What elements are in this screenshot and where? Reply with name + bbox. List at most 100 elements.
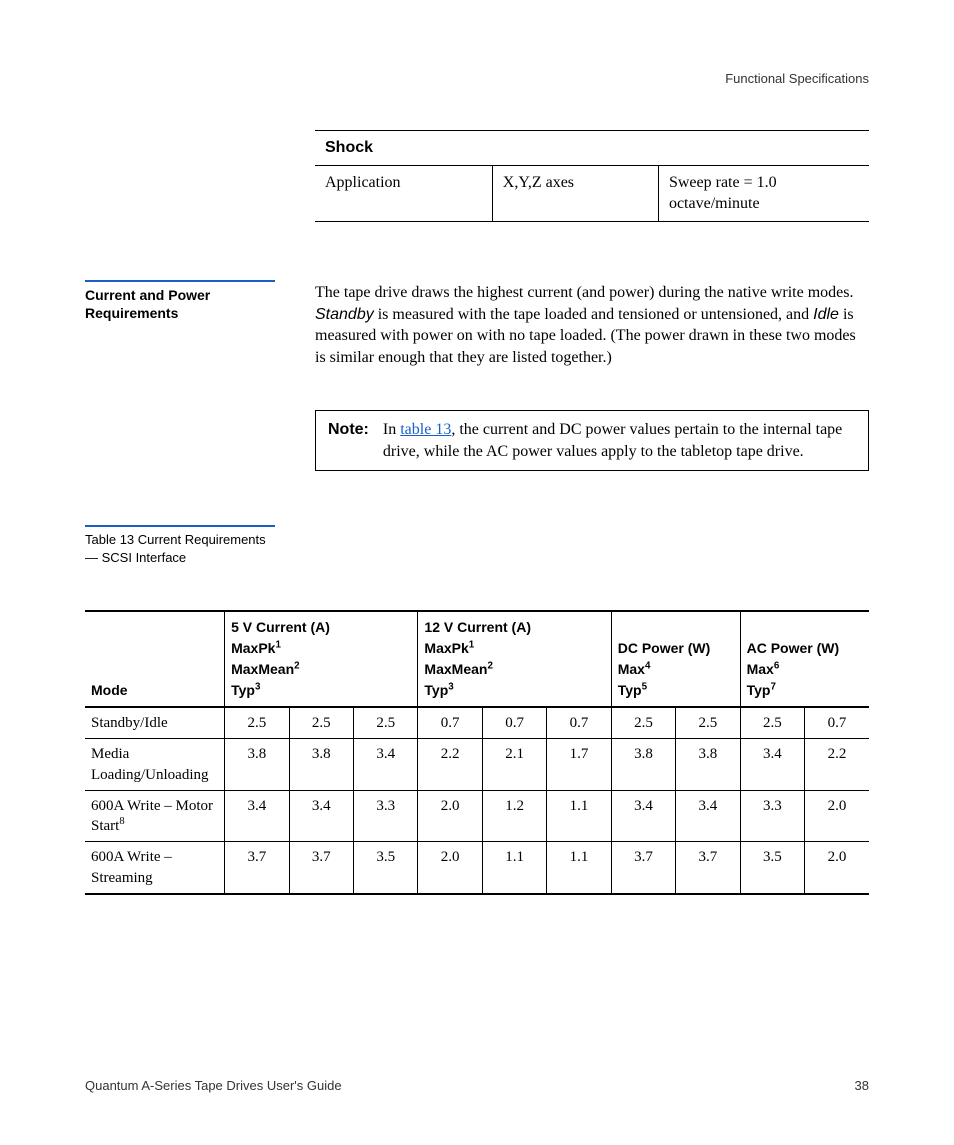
cell: 3.4 — [353, 739, 417, 791]
cell: 3.8 — [225, 739, 289, 791]
cell: 3.3 — [740, 790, 804, 842]
cell: 0.7 — [805, 707, 869, 739]
cell: 3.3 — [353, 790, 417, 842]
cell: 3.8 — [289, 739, 353, 791]
th-dc-max: Max — [618, 661, 645, 677]
cell: 1.1 — [547, 842, 611, 894]
th-12v-maxmean: MaxMean — [424, 661, 487, 677]
sup-8: 8 — [119, 816, 124, 827]
table-13-link[interactable]: table 13 — [400, 421, 451, 438]
shock-c1: Application — [315, 165, 492, 221]
table-row: Media Loading/Unloading 3.8 3.8 3.4 2.2 … — [85, 739, 869, 791]
th-mode: Mode — [85, 611, 225, 707]
cell: 2.5 — [611, 707, 675, 739]
th-12v-maxpk: MaxPk — [424, 640, 468, 656]
th-5v-typ: Typ — [231, 682, 255, 698]
sup-7: 7 — [770, 681, 775, 692]
th-5v-maxmean: MaxMean — [231, 661, 294, 677]
th-ac-typ: Typ — [747, 682, 771, 698]
cell: 3.7 — [676, 842, 740, 894]
note-box: Note: In table 13, the current and DC po… — [315, 410, 869, 471]
note-label: Note: — [328, 421, 369, 438]
shock-table: Shock Application X,Y,Z axes Sweep rate … — [315, 130, 869, 222]
cell: 3.8 — [676, 739, 740, 791]
cell: 3.4 — [225, 790, 289, 842]
th-5v-l1: 5 V Current (A) — [231, 619, 330, 635]
cell: 3.8 — [611, 739, 675, 791]
cell: 2.0 — [805, 790, 869, 842]
cell: 3.4 — [611, 790, 675, 842]
footer-title: Quantum A-Series Tape Drives User's Guid… — [85, 1078, 342, 1093]
table-caption-wrap: Table 13 Current Requirements — SCSI Int… — [85, 525, 275, 566]
cell: 2.2 — [418, 739, 482, 791]
th-12v-typ: Typ — [424, 682, 448, 698]
sup-3b: 3 — [448, 681, 453, 692]
para-t1: The tape drive draws the highest current… — [315, 284, 853, 301]
running-header: Functional Specifications — [725, 70, 869, 88]
sup-2a: 2 — [294, 660, 299, 671]
th-dc: DC Power (W) Max4 Typ5 — [611, 611, 740, 707]
cell: 2.2 — [805, 739, 869, 791]
cell: 0.7 — [547, 707, 611, 739]
cell: 2.5 — [740, 707, 804, 739]
shock-c3: Sweep rate = 1.0 octave/minute — [658, 165, 869, 221]
caption-rule — [85, 525, 275, 527]
cell: 3.4 — [289, 790, 353, 842]
table-row: 600A Write – Streaming 3.7 3.7 3.5 2.0 1… — [85, 842, 869, 894]
shock-table-wrap: Shock Application X,Y,Z axes Sweep rate … — [315, 130, 869, 222]
cell: 2.5 — [353, 707, 417, 739]
sup-1b: 1 — [469, 639, 474, 650]
th-12v: 12 V Current (A) MaxPk1 MaxMean2 Typ3 — [418, 611, 611, 707]
cell: 3.4 — [676, 790, 740, 842]
cell: 1.7 — [547, 739, 611, 791]
cell: 3.4 — [740, 739, 804, 791]
cell: 1.2 — [482, 790, 546, 842]
shock-title: Shock — [325, 139, 373, 156]
page-footer: Quantum A-Series Tape Drives User's Guid… — [85, 1077, 869, 1095]
th-mode-text: Mode — [91, 682, 128, 698]
cell: 2.5 — [676, 707, 740, 739]
th-dc-typ: Typ — [618, 682, 642, 698]
cell-mode: Media Loading/Unloading — [85, 739, 225, 791]
cell: 3.7 — [289, 842, 353, 894]
cell: 0.7 — [482, 707, 546, 739]
shock-c2: X,Y,Z axes — [492, 165, 658, 221]
table-row: 600A Write – Motor Start8 3.4 3.4 3.3 2.… — [85, 790, 869, 842]
cell: 1.1 — [547, 790, 611, 842]
cell: 2.0 — [418, 790, 482, 842]
table-caption: Table 13 Current Requirements — SCSI Int… — [85, 531, 275, 566]
th-ac: AC Power (W) Max6 Typ7 — [740, 611, 869, 707]
sup-4: 4 — [645, 660, 650, 671]
note-post: , the current and DC power values pertai… — [383, 421, 842, 460]
page-number: 38 — [855, 1077, 869, 1095]
th-12v-l1: 12 V Current (A) — [424, 619, 531, 635]
cell: 3.7 — [225, 842, 289, 894]
th-dc-l1: DC Power (W) — [618, 640, 711, 656]
cell-mode: 600A Write – Streaming — [85, 842, 225, 894]
side-heading: Current and Power Requirements — [85, 280, 275, 322]
cell: 3.5 — [353, 842, 417, 894]
cell: 2.1 — [482, 739, 546, 791]
body-paragraph: The tape drive draws the highest current… — [315, 282, 869, 368]
cell: 2.5 — [289, 707, 353, 739]
cell: 3.5 — [740, 842, 804, 894]
th-ac-l1: AC Power (W) — [747, 640, 840, 656]
note-pre: In — [383, 421, 400, 438]
cell: 1.1 — [482, 842, 546, 894]
sup-5: 5 — [642, 681, 647, 692]
para-standby: Standby — [315, 306, 374, 323]
cell: 0.7 — [418, 707, 482, 739]
sup-6: 6 — [774, 660, 779, 671]
table-row: Standby/Idle 2.5 2.5 2.5 0.7 0.7 0.7 2.5… — [85, 707, 869, 739]
sup-2b: 2 — [487, 660, 492, 671]
cell-mode: Standby/Idle — [85, 707, 225, 739]
para-t2: is measured with the tape loaded and ten… — [374, 306, 813, 323]
th-ac-max: Max — [747, 661, 774, 677]
cell-mode: 600A Write – Motor Start8 — [85, 790, 225, 842]
cell-mode-text: 600A Write – Motor Start — [91, 798, 213, 834]
para-idle: Idle — [813, 306, 839, 323]
cell: 2.0 — [805, 842, 869, 894]
cell: 3.7 — [611, 842, 675, 894]
cell: 2.5 — [225, 707, 289, 739]
cell: 2.0 — [418, 842, 482, 894]
